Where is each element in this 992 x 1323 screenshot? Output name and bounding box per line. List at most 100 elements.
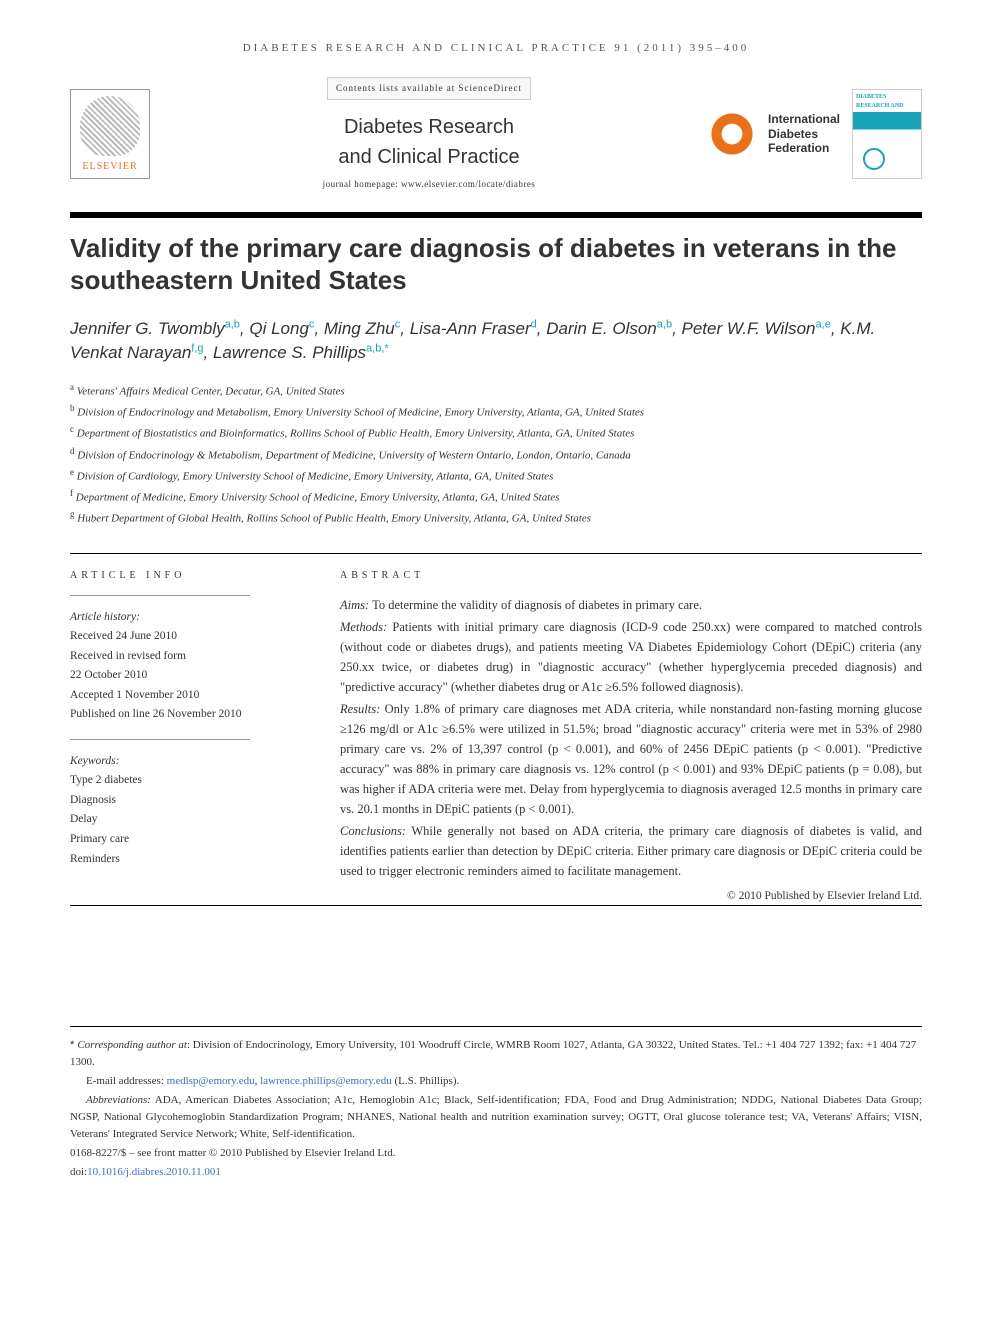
journal-cover-thumbnail: DIABETES RESEARCH AND CLINICAL PRACTICE: [852, 89, 922, 179]
info-rule-2: [70, 739, 250, 740]
methods-text: Patients with initial primary care diagn…: [340, 620, 922, 694]
contents-available-line: Contents lists available at ScienceDirec…: [327, 77, 531, 101]
article-history: Article history: Received 24 June 2010 R…: [70, 604, 310, 725]
author-sup: f,g: [191, 342, 203, 354]
abstract-methods: Methods: Patients with initial primary c…: [340, 617, 922, 697]
email-link-1[interactable]: medlsp@emory.edu: [167, 1075, 255, 1087]
journal-name-line1: Diabetes Research: [344, 116, 514, 138]
received-date: Received 24 June 2010: [70, 630, 177, 642]
abstract-head: ABSTRACT: [340, 568, 922, 583]
keyword: Reminders: [70, 853, 120, 865]
abbrev-text: ADA, American Diabetes Association; A1c,…: [70, 1094, 922, 1140]
top-black-rule: [70, 212, 922, 218]
author-name: Ming Zhu: [324, 319, 395, 338]
affiliation-line: b Division of Endocrinology and Metaboli…: [70, 401, 922, 422]
affiliation-line: e Division of Cardiology, Emory Universi…: [70, 465, 922, 486]
published-date: Published on line 26 November 2010: [70, 708, 242, 720]
corresponding-label: Corresponding author at: [77, 1039, 187, 1051]
author-name: Peter W.F. Wilson: [682, 319, 816, 338]
doi-prefix: doi:: [70, 1166, 87, 1178]
masthead-center: Contents lists available at ScienceDirec…: [162, 77, 696, 192]
journal-name: Diabetes Research and Clinical Practice: [162, 112, 696, 172]
accepted-date: Accepted 1 November 2010: [70, 689, 199, 701]
running-header: DIABETES RESEARCH AND CLINICAL PRACTICE …: [70, 40, 922, 57]
journal-name-line2: and Clinical Practice: [338, 146, 519, 168]
abstract-conclusions: Conclusions: While generally not based o…: [340, 821, 922, 881]
author-name: Jennifer G. Twombly: [70, 319, 225, 338]
author-sup: a,b: [225, 318, 240, 330]
email-label: E-mail addresses:: [86, 1075, 167, 1087]
doi-line: doi:10.1016/j.diabres.2010.11.001: [70, 1164, 922, 1181]
abbrev-label: Abbreviations:: [86, 1094, 151, 1106]
author-name: Lisa-Ann Fraser: [410, 319, 531, 338]
author-name: Qi Long: [249, 319, 309, 338]
article-info-head: ARTICLE INFO: [70, 568, 310, 583]
conclusions-text: While generally not based on ADA criteri…: [340, 824, 922, 878]
keyword: Type 2 diabetes: [70, 774, 142, 786]
history-label: Article history:: [70, 611, 140, 623]
journal-homepage: journal homepage: www.elsevier.com/locat…: [162, 178, 696, 192]
affiliation-key: e: [70, 467, 74, 477]
elsevier-logo-block: ELSEVIER: [70, 89, 150, 179]
author-sup: d: [531, 318, 537, 330]
methods-label: Methods:: [340, 620, 387, 634]
cover-title: DIABETES RESEARCH AND CLINICAL PRACTICE: [853, 90, 921, 132]
doi-link[interactable]: 10.1016/j.diabres.2010.11.001: [87, 1166, 221, 1178]
footer-rule: [70, 1026, 922, 1027]
affiliation-line: d Division of Endocrinology & Metabolism…: [70, 444, 922, 465]
elsevier-logo: ELSEVIER: [70, 89, 150, 179]
affiliation-key: a: [70, 382, 74, 392]
abbreviations: Abbreviations: ADA, American Diabetes As…: [70, 1092, 922, 1143]
author-sup: a,b,*: [366, 342, 389, 354]
affiliation-key: b: [70, 403, 75, 413]
affiliation-key: g: [70, 509, 75, 519]
elsevier-tree-icon: [80, 96, 140, 156]
abstract-results: Results: Only 1.8% of primary care diagn…: [340, 699, 922, 819]
issn-line: 0168-8227/$ – see front matter © 2010 Pu…: [70, 1145, 922, 1162]
masthead: ELSEVIER Contents lists available at Sci…: [70, 77, 922, 192]
aims-label: Aims:: [340, 598, 369, 612]
revised-line1: Received in revised form: [70, 650, 186, 662]
abstract-column: ABSTRACT Aims: To determine the validity…: [340, 568, 922, 905]
email-suffix: (L.S. Phillips).: [392, 1075, 460, 1087]
affiliation-line: f Department of Medicine, Emory Universi…: [70, 486, 922, 507]
keyword: Primary care: [70, 833, 129, 845]
masthead-right: International Diabetes Federation DIABET…: [708, 89, 922, 179]
email-link-2[interactable]: lawrence.phillips@emory.edu: [260, 1075, 392, 1087]
authors-line: Jennifer G. Twomblya,b, Qi Longc, Ming Z…: [70, 317, 922, 366]
article-info-column: ARTICLE INFO Article history: Received 2…: [70, 568, 310, 905]
abstract-body: Aims: To determine the validity of diagn…: [340, 595, 922, 905]
abstract-copyright: © 2010 Published by Elsevier Ireland Ltd…: [340, 887, 922, 905]
keywords-list: Type 2 diabetesDiagnosisDelayPrimary car…: [70, 774, 142, 864]
article-title: Validity of the primary care diagnosis o…: [70, 232, 922, 297]
affiliations: a Veterans' Affairs Medical Center, Deca…: [70, 380, 922, 529]
affiliation-line: c Department of Biostatistics and Bioinf…: [70, 422, 922, 443]
keywords-label: Keywords:: [70, 755, 119, 767]
footer-block: * Corresponding author at: Division of E…: [70, 1037, 922, 1181]
idf-logo-icon: [708, 110, 756, 158]
idf-line1: International: [768, 112, 840, 126]
abstract-aims: Aims: To determine the validity of diagn…: [340, 595, 922, 615]
info-abstract-row: ARTICLE INFO Article history: Received 2…: [70, 553, 922, 905]
affiliation-line: g Hubert Department of Global Health, Ro…: [70, 507, 922, 528]
affiliation-key: c: [70, 424, 74, 434]
results-label: Results:: [340, 702, 380, 716]
corresponding-author: * Corresponding author at: Division of E…: [70, 1037, 922, 1071]
conclusions-label: Conclusions:: [340, 824, 406, 838]
email-line: E-mail addresses: medlsp@emory.edu, lawr…: [70, 1073, 922, 1090]
aims-text: To determine the validity of diagnosis o…: [369, 598, 702, 612]
author-sup: a,b: [657, 318, 672, 330]
keywords-block: Keywords: Type 2 diabetesDiagnosisDelayP…: [70, 748, 310, 869]
author-name: Darin E. Olson: [546, 319, 657, 338]
affiliation-key: f: [70, 488, 73, 498]
results-text: Only 1.8% of primary care diagnoses met …: [340, 702, 922, 816]
idf-line3: Federation: [768, 141, 829, 155]
corresponding-text: : Division of Endocrinology, Emory Unive…: [70, 1039, 916, 1068]
idf-line2: Diabetes: [768, 127, 818, 141]
elsevier-label: ELSEVIER: [82, 159, 137, 174]
author-sup: a,e: [816, 318, 831, 330]
idf-text: International Diabetes Federation: [768, 112, 840, 155]
revised-line2: 22 October 2010: [70, 669, 147, 681]
author-name: Lawrence S. Phillips: [213, 343, 366, 362]
author-sup: c: [395, 318, 401, 330]
